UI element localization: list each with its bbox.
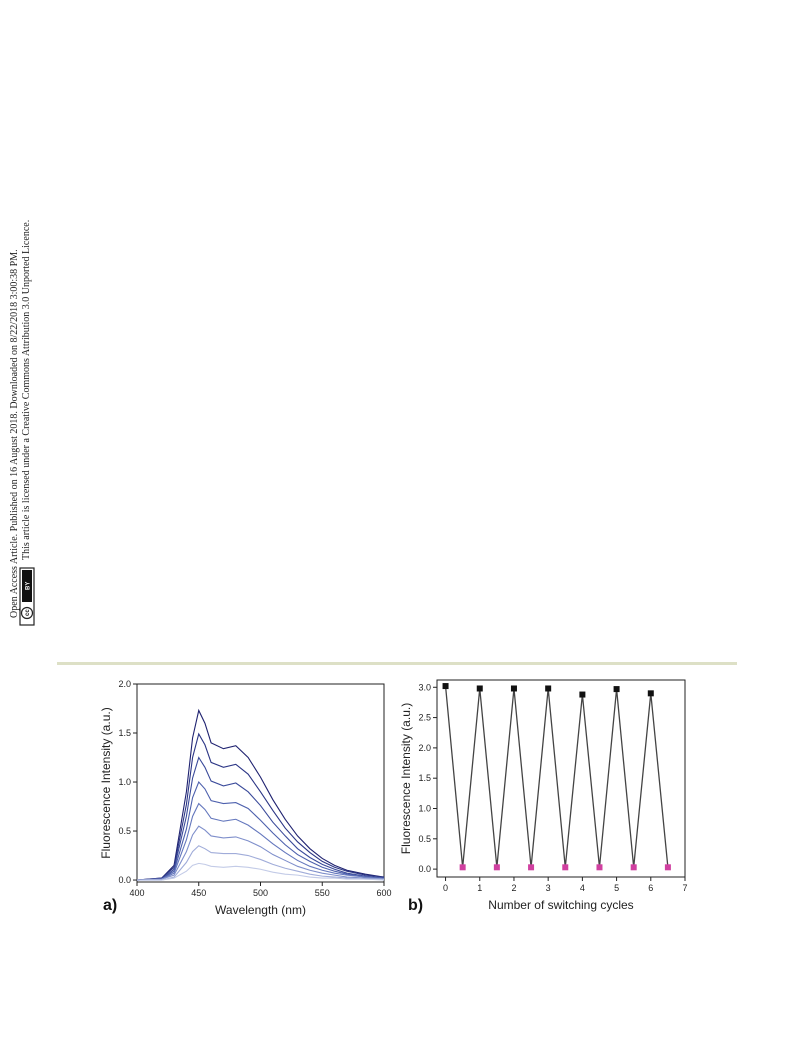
x-tick-label: 550 (315, 888, 330, 898)
marker (459, 864, 466, 871)
y-tick-label: 1.0 (118, 777, 131, 787)
series-line (137, 862, 385, 881)
marker (664, 864, 671, 871)
marker (647, 690, 654, 697)
series-line (136, 825, 385, 881)
y-tick-label: 1.0 (418, 804, 431, 814)
series-line (137, 845, 384, 881)
x-tick-label: 500 (253, 888, 268, 898)
y-tick-label: 0.5 (418, 834, 431, 844)
marker (442, 683, 449, 690)
series-line (444, 686, 669, 868)
y-axis-label: Fluorescence Intensity (a.u.) (399, 703, 413, 854)
y-tick-label: 1.5 (118, 728, 131, 738)
panel-label: b) (408, 897, 423, 914)
y-tick-label: 0.5 (118, 826, 131, 836)
marker (510, 685, 517, 692)
x-tick-label: 400 (129, 888, 144, 898)
marker (562, 864, 569, 871)
divider (57, 662, 737, 665)
marker (596, 864, 603, 871)
y-tick-label: 3.0 (418, 682, 431, 692)
series-line (136, 756, 385, 881)
y-axis-label: Fluorescence Intensity (a.u.) (99, 707, 113, 858)
marker (493, 864, 500, 871)
y-tick-label: 2.5 (418, 713, 431, 723)
x-tick-label: 5 (614, 883, 619, 893)
plot-frame (136, 683, 385, 883)
x-tick-label: 450 (191, 888, 206, 898)
y-tick-label: 1.5 (418, 773, 431, 783)
marker (528, 864, 535, 871)
marker (476, 685, 483, 692)
sidebar-line: This article is licensed under a Creativ… (21, 220, 32, 560)
x-tick-label: 0 (443, 883, 448, 893)
panel-label: a) (103, 897, 117, 914)
x-tick-label: 3 (546, 883, 551, 893)
cc-badge: cc BY (19, 567, 35, 626)
plot-frame (436, 679, 686, 878)
y-tick-label: 2.0 (118, 679, 131, 689)
x-axis-label: Wavelength (nm) (215, 903, 306, 917)
x-tick-label: 600 (376, 888, 391, 898)
sidebar-line: Open Access Article. Published on 16 Aug… (9, 249, 20, 618)
x-tick-label: 6 (648, 883, 653, 893)
marker (613, 686, 620, 693)
x-axis-label: Number of switching cycles (488, 898, 633, 912)
y-tick-label: 2.0 (418, 743, 431, 753)
x-tick-label: 2 (511, 883, 516, 893)
series-line (136, 780, 385, 881)
y-tick-label: 0.0 (118, 875, 131, 885)
marker (630, 864, 637, 871)
marker (579, 691, 586, 698)
marker (545, 685, 552, 692)
x-tick-label: 4 (580, 883, 585, 893)
series-line (136, 708, 385, 881)
x-tick-label: 7 (682, 883, 687, 893)
series-line (136, 802, 385, 881)
badge-text: cc (25, 609, 31, 616)
badge-text: BY (26, 582, 32, 590)
y-tick-label: 0.0 (418, 864, 431, 874)
x-tick-label: 1 (477, 883, 482, 893)
series-line (136, 732, 385, 881)
